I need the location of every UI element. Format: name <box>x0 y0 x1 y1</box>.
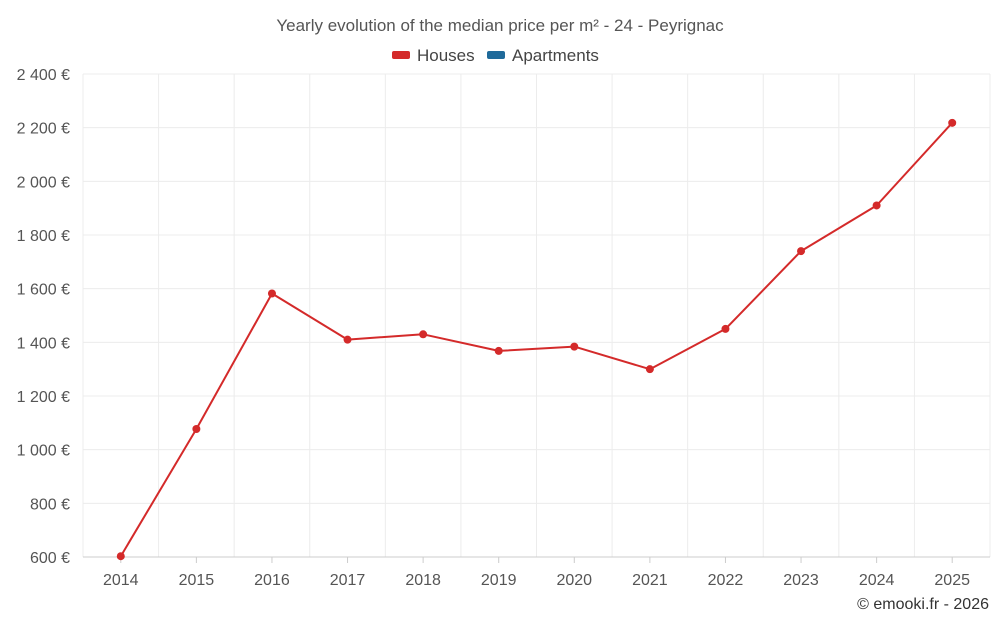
legend-label-houses: Houses <box>417 46 475 65</box>
gridlines <box>82 73 991 557</box>
legend-label-apartments: Apartments <box>512 46 599 65</box>
x-tick-label: 2022 <box>708 572 744 589</box>
x-tick-label: 2025 <box>934 572 970 589</box>
x-tick-label: 2021 <box>632 572 668 589</box>
x-tick-label: 2023 <box>783 572 819 589</box>
houses-point-2016[interactable] <box>267 289 276 298</box>
houses-point-2015[interactable] <box>192 425 201 434</box>
houses-line <box>119 122 953 557</box>
houses-point-2014[interactable] <box>116 552 125 561</box>
houses-point-2025[interactable] <box>948 118 957 127</box>
houses-point-2021[interactable] <box>645 365 654 374</box>
y-tick-label: 800 € <box>30 496 70 513</box>
y-tick-label: 1 200 € <box>17 389 70 406</box>
legend-item-apartments[interactable]: Apartments <box>487 46 599 65</box>
y-axis: 600 € 800 € 1 000 € 1 200 € 1 400 € 1 600 € 1 … <box>17 67 70 567</box>
series-houses <box>116 118 957 561</box>
x-axis: 2014 2015 2016 2017 2018 2019 2020 2021 2022 2023… <box>83 556 990 589</box>
legend-swatch-apartments <box>487 51 505 59</box>
x-tick-label: 2018 <box>405 572 441 589</box>
x-tick-label: 2017 <box>330 572 366 589</box>
houses-point-2017[interactable] <box>343 335 352 344</box>
legend-item-houses[interactable]: Houses <box>392 46 475 65</box>
x-tick-label: 2024 <box>859 572 895 589</box>
houses-point-2020[interactable] <box>570 342 579 351</box>
y-tick-label: 2 200 € <box>17 121 70 138</box>
x-tick-label: 2014 <box>103 572 139 589</box>
legend: Houses Apartments <box>392 46 599 65</box>
x-tick-label: 2016 <box>254 572 290 589</box>
y-tick-label: 1 800 € <box>17 228 70 245</box>
y-tick-label: 1 000 € <box>17 443 70 460</box>
houses-point-2019[interactable] <box>494 346 503 355</box>
houses-point-2023[interactable] <box>797 247 806 256</box>
chart-credit: © emooki.fr - 2026 <box>857 596 989 613</box>
x-tick-label: 2020 <box>556 572 592 589</box>
chart-title: Yearly evolution of the median price per… <box>276 16 724 35</box>
y-tick-label: 2 000 € <box>17 174 70 191</box>
y-tick-label: 600 € <box>30 550 70 567</box>
houses-point-2018[interactable] <box>419 330 428 339</box>
y-tick-label: 1 600 € <box>17 282 70 299</box>
legend-swatch-houses <box>392 51 410 59</box>
houses-point-2022[interactable] <box>721 324 730 333</box>
houses-point-2024[interactable] <box>872 201 881 210</box>
x-tick-label: 2019 <box>481 572 517 589</box>
y-tick-label: 2 400 € <box>17 67 70 84</box>
y-tick-label: 1 400 € <box>17 335 70 352</box>
x-tick-label: 2015 <box>179 572 215 589</box>
